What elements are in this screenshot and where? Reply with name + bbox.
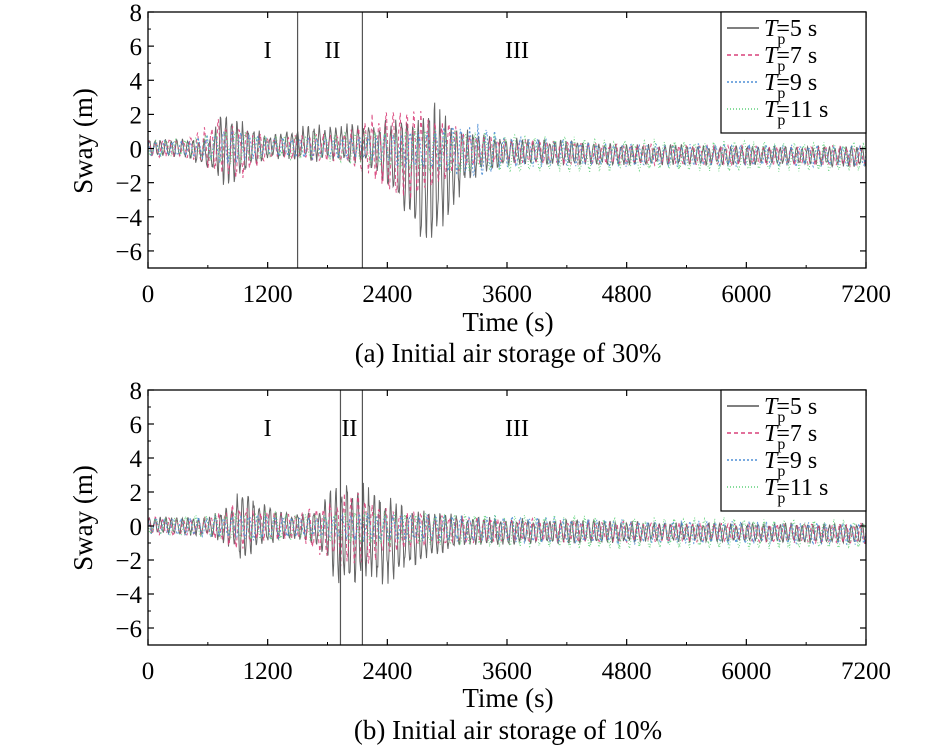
series-line-4 [148,129,866,174]
legend-label-3: Tp=9 s [764,70,817,102]
region-label-III: III [505,38,529,64]
legend-label-4: Tp=11 s [764,475,828,507]
y-tick-label: 0 [130,514,143,541]
y-tick-label: 4 [130,68,143,95]
x-tick-label: 2400 [362,281,412,308]
legend-label-1: Tp=5 s [764,394,817,426]
y-tick-label: 0 [130,137,143,164]
series-line-3 [148,513,866,546]
legend: Tp=5 sTp=7 sTp=9 sTp=11 s [720,389,867,512]
legend-label-3: Tp=9 s [764,448,817,480]
region-label-II: II [341,416,357,442]
y-tick-label: 6 [130,34,143,61]
xlabel-b: Time (s) [462,683,553,713]
x-tick-label: 6000 [721,281,771,308]
legend-label-4: Tp=11 s [764,97,828,129]
y-tick-label: 2 [130,480,143,507]
series-line-4 [148,509,866,551]
x-tick-label: 7200 [841,658,891,685]
y-tick-label: −4 [115,205,142,232]
x-tick-label: 7200 [841,281,891,308]
caption-a: (a) Initial air storage of 30% [355,338,662,368]
x-tick-label: 3600 [482,658,532,685]
region-label-II: II [324,38,340,64]
chart-panel-b: Sway (m) Time (s) (b) Initial air storag… [68,378,891,745]
legend-label-1: Tp=5 s [764,16,817,48]
y-tick-label: −6 [115,239,142,266]
legend: Tp=5 sTp=7 sTp=9 sTp=11 s [720,11,867,134]
legend-label-2: Tp=7 s [764,421,817,453]
caption-b: (b) Initial air storage of 10% [354,715,662,745]
x-tick-label: 6000 [721,658,771,685]
x-tick-label: 1200 [243,658,293,685]
y-tick-label: −4 [115,582,142,609]
x-tick-label: 0 [142,658,155,685]
y-tick-label: −2 [115,171,142,198]
x-tick-label: 2400 [362,658,412,685]
y-tick-label: 8 [130,378,143,405]
x-tick-label: 0 [142,281,155,308]
region-label-I: I [264,416,272,442]
series-line-2 [148,110,866,200]
series-line-3 [148,123,866,177]
series-line-1 [148,102,866,238]
x-tick-label: 3600 [482,281,532,308]
ylabel-a: Sway (m) [68,88,98,194]
y-tick-label: 4 [130,446,143,473]
region-label-III: III [505,416,529,442]
x-tick-label: 4800 [602,281,652,308]
y-tick-label: −6 [115,616,142,643]
xlabel-a: Time (s) [462,307,553,337]
region-label-I: I [264,38,272,64]
y-tick-label: 8 [130,0,143,27]
ylabel-b: Sway (m) [68,465,98,571]
legend-label-2: Tp=7 s [764,43,817,75]
y-tick-label: 6 [130,412,143,439]
x-tick-label: 4800 [602,658,652,685]
y-tick-label: 2 [130,102,143,129]
chart-panel-a: Sway (m) Time (s) (a) Initial air storag… [68,0,891,368]
y-tick-label: −2 [115,548,142,575]
x-tick-label: 1200 [243,281,293,308]
